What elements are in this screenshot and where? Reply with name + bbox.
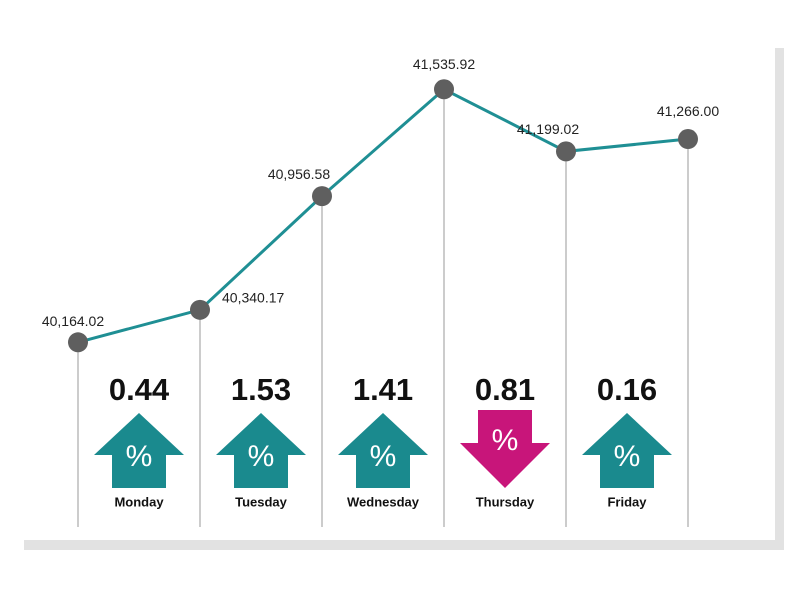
day-label: Monday [114, 494, 164, 509]
percent-symbol: % [248, 440, 275, 473]
up-arrow [216, 413, 306, 488]
data-point [190, 299, 210, 320]
percent-symbol: % [614, 440, 641, 473]
data-point [678, 129, 698, 150]
change-value: 0.44 [109, 372, 170, 407]
value-label: 41,266.00 [657, 103, 719, 119]
day-label: Thursday [476, 494, 535, 509]
data-point [434, 79, 454, 100]
down-arrow [460, 410, 550, 488]
day-label: Wednesday [347, 494, 420, 509]
change-value: 1.53 [231, 372, 291, 407]
day-label: Friday [607, 494, 647, 509]
value-label: 41,199.02 [517, 121, 579, 137]
data-point [312, 186, 332, 207]
change-value: 0.16 [597, 372, 657, 407]
value-label: 40,956.58 [268, 166, 330, 182]
index-line [77, 87, 689, 344]
change-value: 1.41 [353, 372, 413, 407]
percent-symbol: % [492, 424, 519, 457]
percent-symbol: % [370, 440, 397, 473]
up-arrow [338, 413, 428, 488]
up-arrow [94, 413, 184, 488]
value-label: 41,535.92 [413, 56, 475, 72]
data-point [556, 141, 576, 162]
percent-symbol: % [126, 440, 153, 473]
value-label: 40,164.02 [42, 313, 104, 329]
change-value: 0.81 [475, 372, 535, 407]
day-label: Tuesday [235, 494, 288, 509]
data-point [68, 332, 88, 353]
up-arrow [582, 413, 672, 488]
value-label: 40,340.17 [222, 290, 284, 306]
